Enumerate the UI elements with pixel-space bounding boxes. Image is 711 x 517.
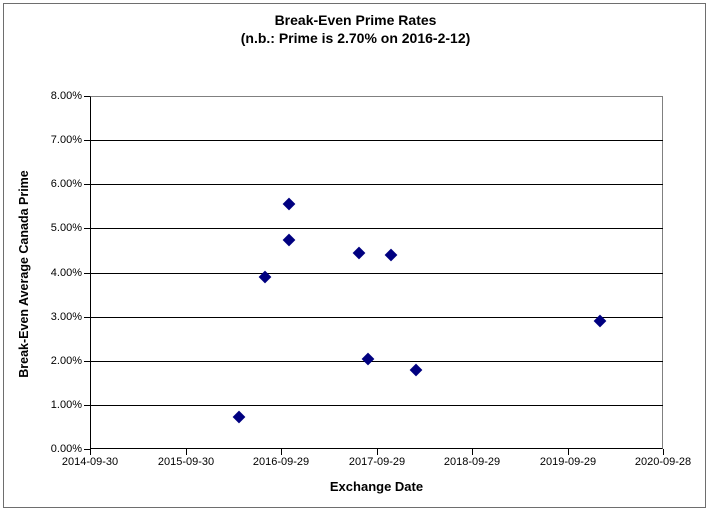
y-tick-label: 7.00% bbox=[50, 134, 82, 146]
x-tick bbox=[377, 449, 378, 455]
y-tick bbox=[84, 449, 90, 450]
x-tick bbox=[472, 449, 473, 455]
y-tick-label: 6.00% bbox=[50, 178, 82, 190]
y-tick bbox=[84, 405, 90, 406]
gridline bbox=[90, 405, 663, 406]
x-axis-title: Exchange Date bbox=[329, 479, 424, 494]
chart-title: Break-Even Prime Rates (n.b.: Prime is 2… bbox=[0, 11, 711, 47]
x-tick bbox=[568, 449, 569, 455]
y-tick bbox=[84, 184, 90, 185]
y-tick-label: 2.00% bbox=[50, 355, 82, 367]
x-tick bbox=[663, 449, 664, 455]
chart-title-line2: (n.b.: Prime is 2.70% on 2016-2-12) bbox=[240, 30, 471, 46]
y-tick bbox=[84, 140, 90, 141]
y-tick bbox=[84, 361, 90, 362]
y-tick bbox=[84, 273, 90, 274]
gridline bbox=[90, 140, 663, 141]
gridline bbox=[90, 184, 663, 185]
gridline bbox=[90, 273, 663, 274]
y-tick-label: 3.00% bbox=[50, 311, 82, 323]
y-tick-label: 1.00% bbox=[50, 399, 82, 411]
x-tick bbox=[281, 449, 282, 455]
plot-area bbox=[90, 96, 663, 449]
y-tick-label: 0.00% bbox=[50, 443, 82, 455]
y-tick bbox=[84, 317, 90, 318]
x-tick-label: 2017-09-29 bbox=[348, 456, 406, 468]
x-tick-label: 2019-09-29 bbox=[539, 456, 597, 468]
x-tick-label: 2016-09-29 bbox=[252, 456, 310, 468]
x-tick-label: 2018-09-29 bbox=[443, 456, 501, 468]
x-tick bbox=[186, 449, 187, 455]
gridline bbox=[90, 228, 663, 229]
y-tick bbox=[84, 96, 90, 97]
y-tick-label: 5.00% bbox=[50, 222, 82, 234]
x-tick-label: 2020-09-28 bbox=[634, 456, 692, 468]
y-tick-label: 4.00% bbox=[50, 267, 82, 279]
x-tick bbox=[90, 449, 91, 455]
chart-title-line1: Break-Even Prime Rates bbox=[274, 12, 437, 28]
gridline bbox=[90, 361, 663, 362]
y-tick bbox=[84, 228, 90, 229]
y-tick-label: 8.00% bbox=[50, 90, 82, 102]
x-tick-label: 2014-09-30 bbox=[61, 456, 119, 468]
gridline bbox=[90, 317, 663, 318]
x-tick-label: 2015-09-30 bbox=[157, 456, 215, 468]
